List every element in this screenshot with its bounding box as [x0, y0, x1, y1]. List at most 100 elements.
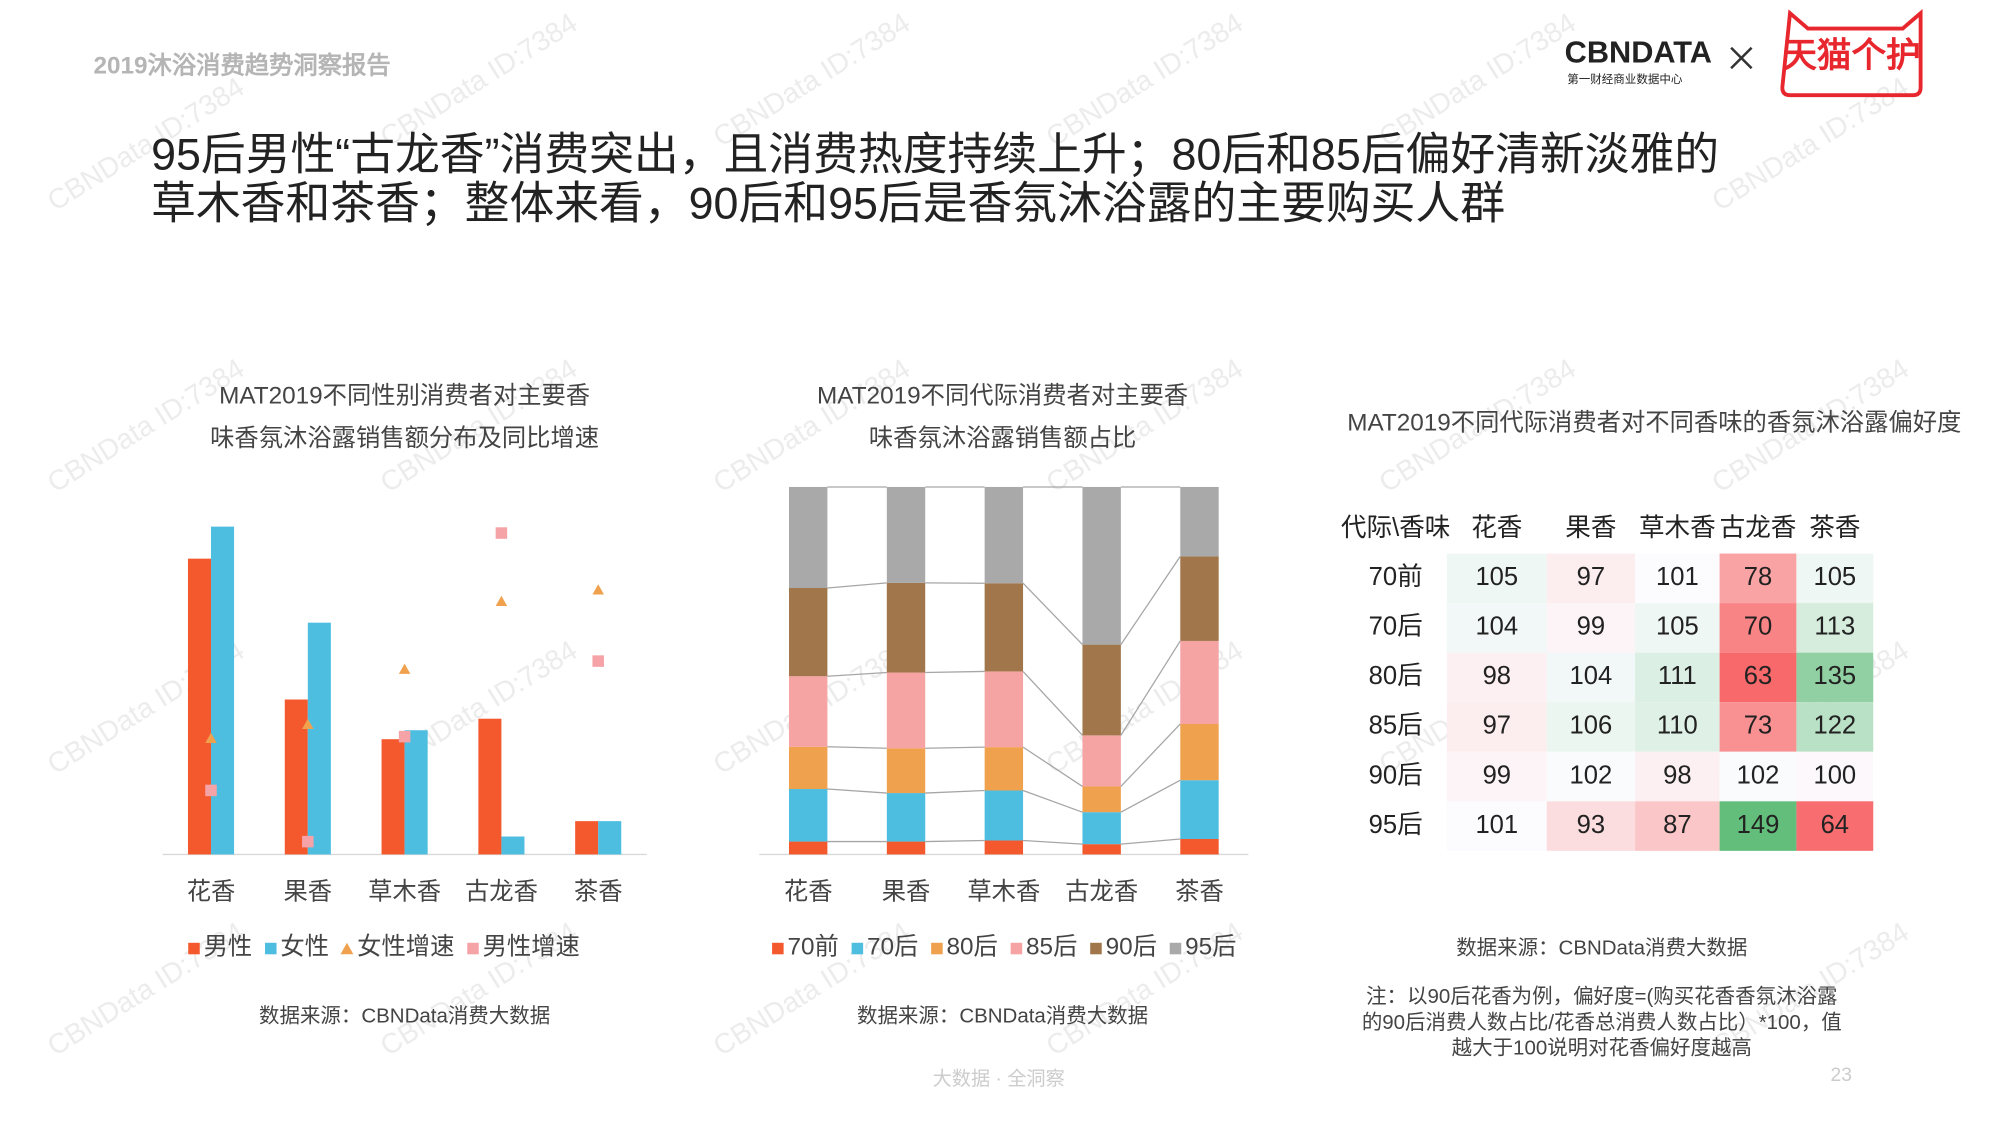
- series-line: [1022, 746, 1083, 787]
- chart-title: MAT2019不同代际消费者对主要香: [817, 383, 1188, 410]
- cell-value: 99: [1577, 613, 1605, 641]
- heat-cell: [1446, 553, 1547, 604]
- bar-segment: [788, 789, 828, 842]
- growth-marker: [398, 663, 411, 674]
- headline: 95后男性“古龙香”消费突出，且消费热度持续上升；80后和85后偏好清新淡雅的: [151, 130, 1719, 180]
- legend-label: 70后: [867, 933, 918, 960]
- x-tick-label: 古龙香: [1065, 878, 1138, 905]
- partner-logo: 天猫个护: [1782, 37, 1920, 75]
- x-tick-label: 果香: [283, 878, 332, 905]
- source-note: 数据来源：CBNData消费大数据: [259, 1004, 550, 1027]
- footer-tagline: 大数据 · 全洞察: [933, 1068, 1065, 1090]
- bar: [501, 836, 525, 855]
- bar-segment: [886, 486, 926, 583]
- legend-label: 70前: [787, 933, 838, 960]
- heat-cell: [1796, 652, 1874, 703]
- series-line: [1022, 670, 1083, 736]
- heat-cell: [1446, 652, 1547, 703]
- series-line: [827, 746, 887, 749]
- cell-value: 149: [1737, 811, 1780, 839]
- bar: [187, 558, 212, 855]
- heat-cell: [1446, 801, 1547, 851]
- growth-marker: [495, 527, 508, 539]
- bar-segment: [788, 486, 828, 589]
- cell-value: 99: [1483, 761, 1511, 789]
- brand-logo: CBNDATA: [1565, 34, 1712, 69]
- footnote: 注：以90后花香为例，偏好度=(购买花香香氛沐浴露: [1366, 985, 1837, 1008]
- footnote: 越大于100说明对花香偏好度越高: [1452, 1036, 1752, 1059]
- series-line: [925, 839, 985, 843]
- bar-segment: [788, 746, 828, 790]
- cell-value: 102: [1570, 761, 1613, 789]
- cell-value: 106: [1570, 712, 1613, 740]
- times-sign: [1730, 46, 1753, 70]
- bar-segment: [1082, 786, 1121, 813]
- heat-cell: [1446, 603, 1547, 653]
- cell-value: 105: [1656, 613, 1699, 641]
- bar-segment: [984, 486, 1024, 584]
- cell-value: 101: [1475, 811, 1518, 839]
- column-label: 茶香: [1809, 513, 1860, 542]
- bar-segment: [1180, 486, 1219, 557]
- legend-label: 男性: [204, 933, 253, 960]
- legend-swatch: [1090, 942, 1102, 955]
- row-label: 80后: [1369, 661, 1423, 690]
- series-line: [1022, 582, 1083, 646]
- heat-cell: [1796, 801, 1874, 851]
- x-tick-label: 花香: [187, 878, 236, 905]
- legend-swatch: [467, 942, 479, 955]
- bar-segment: [1180, 838, 1219, 855]
- footnote: 的90后消费人数占比/花香总消费人数占比）*100，值: [1362, 1011, 1842, 1034]
- series-line: [827, 582, 887, 589]
- cell-value: 135: [1813, 662, 1856, 690]
- heat-cell: [1796, 553, 1874, 604]
- legend-swatch: [340, 942, 354, 955]
- heat-cell: [1719, 652, 1797, 703]
- heat-cell: [1546, 751, 1636, 802]
- bar-segment: [886, 793, 926, 842]
- heat-cell: [1635, 603, 1720, 653]
- heat-cell: [1796, 603, 1874, 653]
- cell-value: 100: [1813, 761, 1856, 789]
- legend-swatch: [931, 942, 943, 955]
- bar-segment: [984, 840, 1024, 855]
- legend-label: 90后: [1106, 933, 1157, 960]
- heat-cell: [1546, 603, 1636, 653]
- bar-segment: [1082, 735, 1121, 787]
- growth-marker: [205, 784, 217, 797]
- heat-cell: [1719, 801, 1797, 851]
- chart-title: 味香氛沐浴露销售额分布及同比增速: [210, 425, 599, 452]
- cell-value: 104: [1570, 662, 1613, 690]
- x-tick-label: 果香: [882, 878, 931, 905]
- chart-title: MAT2019不同代际消费者对不同香味的香氛沐浴露偏好度: [1347, 410, 1961, 437]
- corner-label: 代际\香味: [1341, 513, 1451, 542]
- heat-cell: [1635, 652, 1720, 703]
- legend-label: 85后: [1026, 933, 1077, 960]
- heat-cell: [1719, 603, 1797, 653]
- x-tick-label: 古龙香: [465, 878, 538, 905]
- cell-value: 104: [1475, 613, 1518, 641]
- bar-segment: [886, 748, 926, 794]
- bar-segment: [886, 582, 926, 673]
- bar-segment: [984, 671, 1024, 748]
- column-label: 古龙香: [1720, 513, 1797, 542]
- cell-value: 111: [1658, 662, 1697, 690]
- x-tick-label: 茶香: [574, 878, 623, 905]
- x-tick-label: 草木香: [967, 878, 1040, 905]
- cell-value: 87: [1663, 811, 1691, 839]
- bar-segment: [1082, 844, 1121, 855]
- heat-cell: [1635, 553, 1720, 604]
- source-note: 数据来源：CBNData消费大数据: [857, 1004, 1148, 1027]
- series-line: [925, 789, 985, 794]
- heat-cell: [1719, 553, 1797, 604]
- chart-title: MAT2019不同性别消费者对主要香: [219, 383, 590, 410]
- heat-cell: [1796, 751, 1874, 802]
- series-line: [1120, 723, 1181, 787]
- watermark: CBNData ID:7384: [1706, 71, 1914, 217]
- cell-value: 110: [1657, 712, 1698, 740]
- cell-value: 122: [1813, 712, 1856, 740]
- legend-label: 男性增速: [483, 933, 580, 960]
- legend-label: 女性: [280, 933, 329, 960]
- bar: [284, 699, 308, 855]
- series-line: [1120, 838, 1181, 845]
